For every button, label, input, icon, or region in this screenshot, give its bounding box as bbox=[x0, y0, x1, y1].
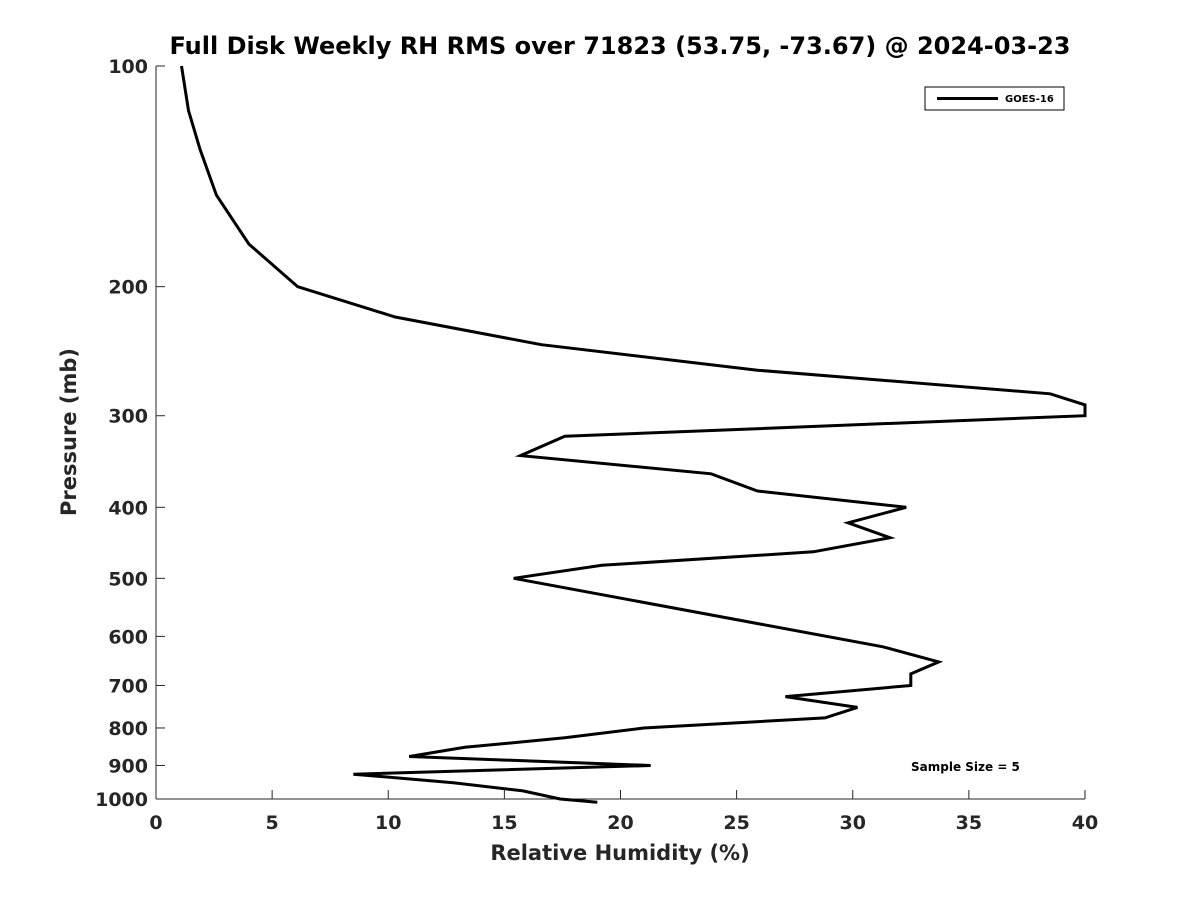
x-tick-label: 30 bbox=[840, 812, 866, 834]
series-layer bbox=[180, 65, 1087, 804]
legend: GOES-16 bbox=[924, 86, 1065, 111]
x-tick-label: 5 bbox=[266, 812, 279, 834]
sample-size-annotation: Sample Size = 5 bbox=[911, 760, 1020, 774]
x-tick-label: 25 bbox=[723, 812, 749, 834]
series-line-0 bbox=[180, 65, 1087, 804]
x-tick-label: 20 bbox=[607, 812, 633, 834]
axes bbox=[155, 66, 1085, 800]
y-tick-label: 200 bbox=[108, 277, 148, 299]
x-tick-label: 10 bbox=[375, 812, 401, 834]
x-axis-label: Relative Humidity (%) bbox=[490, 841, 749, 865]
x-tick-label: 40 bbox=[1072, 812, 1098, 834]
y-tick-label: 800 bbox=[108, 718, 148, 740]
legend-label: GOES-16 bbox=[1005, 94, 1054, 105]
x-tick-label: 15 bbox=[491, 812, 517, 834]
y-tick-label: 400 bbox=[108, 497, 148, 519]
y-tick-label: 100 bbox=[108, 56, 148, 78]
x-tick-label: 35 bbox=[956, 812, 982, 834]
y-tick-label: 600 bbox=[108, 626, 148, 648]
y-tick-label: 300 bbox=[108, 406, 148, 428]
chart-title: Full Disk Weekly RH RMS over 71823 (53.7… bbox=[169, 32, 1070, 60]
y-tick-label: 500 bbox=[108, 568, 148, 590]
ticks: 0 5 10 15 20 25 30 35 40 100 200 300 400 500 600 700 800… bbox=[95, 56, 1098, 834]
y-axis-label: Pressure (mb) bbox=[57, 348, 81, 516]
y-tick-label: 900 bbox=[108, 755, 148, 777]
y-tick-label: 1000 bbox=[95, 789, 148, 811]
y-tick-label: 700 bbox=[108, 675, 148, 697]
x-tick-label: 0 bbox=[149, 812, 162, 834]
